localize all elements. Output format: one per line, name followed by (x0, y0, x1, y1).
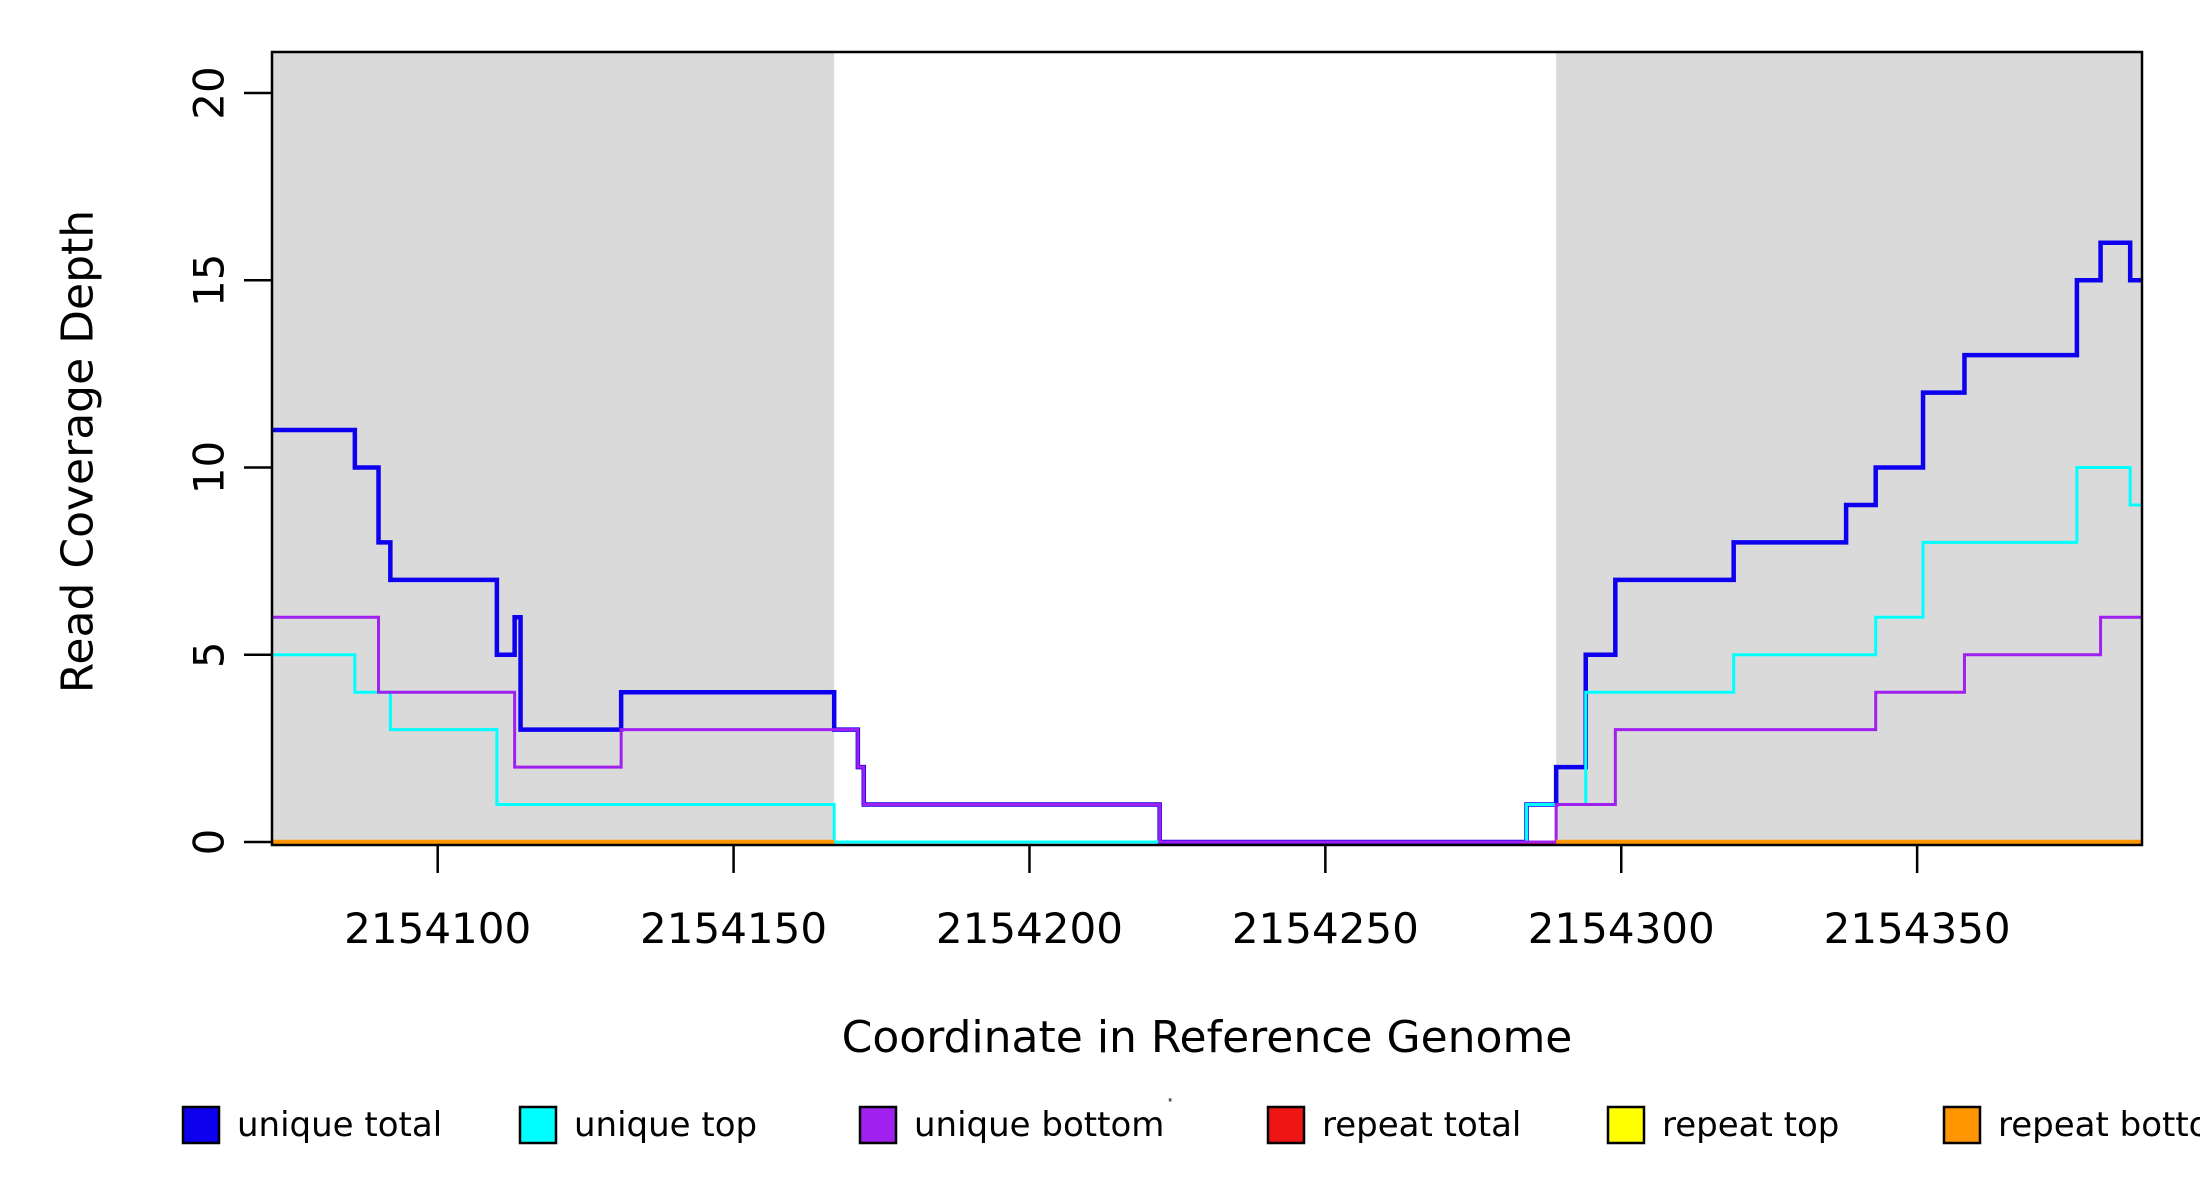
legend-swatch-repeat-bottom (1942, 1105, 1982, 1145)
legend-swatch-repeat-total (1266, 1105, 1306, 1145)
series-line-unique-bottom (272, 615, 2142, 844)
legend-label: unique bottom (914, 1105, 1164, 1145)
y-tick-label: 10 (185, 441, 234, 494)
x-tick-label: 2154200 (936, 904, 1123, 953)
legend-label: repeat top (1662, 1105, 1839, 1145)
y-tick-label: 0 (185, 829, 234, 856)
repeat-region-shade-0 (272, 52, 835, 845)
legend-label: repeat bottom (1998, 1105, 2200, 1145)
legend-swatch-repeat-top (1606, 1105, 1646, 1145)
x-tick-label: 2154350 (1824, 904, 2011, 953)
stray-mark: · (1166, 1086, 1175, 1116)
legend-label: unique top (574, 1105, 757, 1145)
x-axis-title: Coordinate in Reference Genome (841, 1012, 1573, 1063)
y-axis-title: Read Coverage Depth (52, 209, 104, 694)
legend-swatch-unique-total (181, 1105, 221, 1145)
x-tick-label: 2154100 (344, 904, 531, 953)
plot-box (270, 50, 2144, 847)
x-tick-label: 2154150 (640, 904, 827, 953)
legend-label: unique total (237, 1105, 442, 1145)
legend-swatch-unique-bottom (858, 1105, 898, 1145)
legend-label: repeat total (1322, 1105, 1521, 1145)
legend-swatch-unique-top (518, 1105, 558, 1145)
repeat-region-shade-1 (1556, 52, 2142, 845)
y-tick-label: 5 (185, 641, 234, 668)
x-tick-label: 2154250 (1232, 904, 1419, 953)
y-tick-label: 20 (185, 66, 234, 119)
series-line-unique-top (272, 466, 2142, 844)
y-tick-label: 15 (185, 254, 234, 307)
x-tick-label: 2154300 (1528, 904, 1715, 953)
